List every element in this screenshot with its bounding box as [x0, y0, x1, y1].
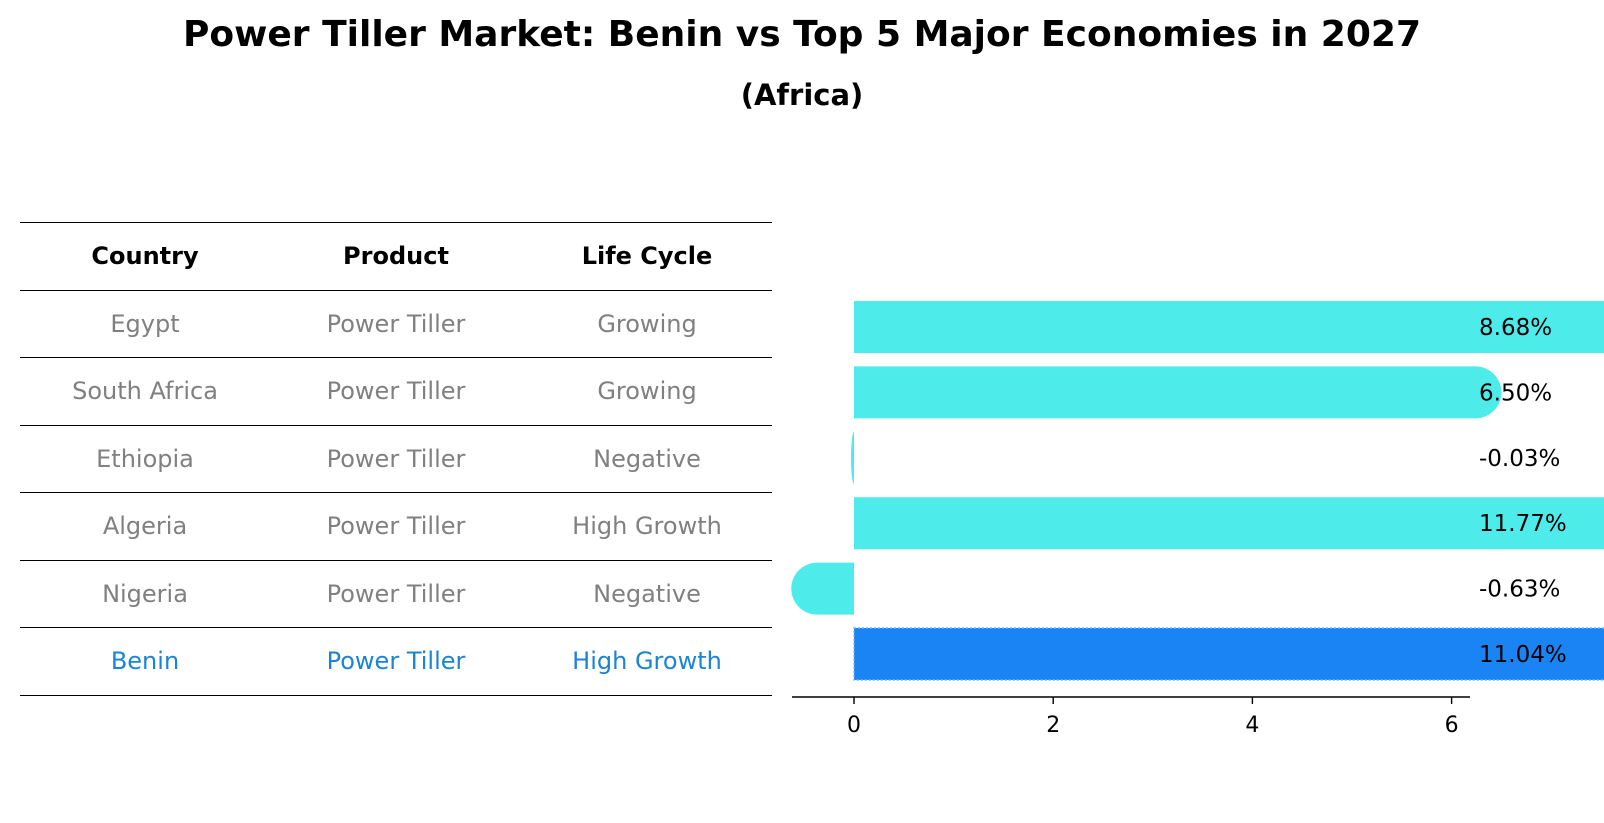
column-header-country: Country	[91, 242, 199, 270]
country-cell: Algeria	[102, 512, 188, 540]
bar-south-africa	[854, 366, 1502, 419]
country-cell: Ethiopia	[96, 444, 194, 473]
life-cycle-cell: Growing	[597, 377, 697, 405]
product-cell: Power Tiller	[326, 309, 466, 338]
product-cell: Power Tiller	[326, 647, 466, 675]
table-row: South Africa Power Tiller Growing	[20, 357, 772, 425]
data-table: Country Product Life Cycle Egypt Power T…	[20, 222, 772, 696]
country-cell: Benin	[110, 647, 180, 675]
x-tick-label: 0	[847, 713, 861, 738]
product-cell: Power Tiller	[326, 377, 466, 405]
table-row: Egypt Power Tiller Growing	[20, 289, 772, 358]
life-cycle-cell: Growing	[597, 309, 697, 338]
life-cycle-cell: Negative	[593, 444, 701, 473]
bar-nigeria	[791, 562, 854, 615]
country-cell: South Africa	[72, 377, 218, 405]
product-cell: Power Tiller	[326, 512, 466, 540]
life-cycle-cell: Negative	[593, 579, 701, 608]
country-cell: Egypt	[110, 309, 180, 338]
value-label: 8.68%	[1479, 315, 1552, 341]
value-label: 11.04%	[1479, 642, 1567, 668]
value-label: 11.77%	[1479, 511, 1567, 537]
bar-egypt	[854, 301, 1604, 353]
bar-ethiopia	[851, 431, 854, 484]
table-row: Algeria Power Tiller High Growth	[20, 492, 772, 560]
column-header-life-cycle: Life Cycle	[581, 242, 713, 270]
table-row: Ethiopia Power Tiller Negative	[20, 424, 772, 493]
value-label: 6.50%	[1479, 380, 1552, 406]
table-row: Nigeria Power Tiller Negative	[20, 559, 772, 628]
life-cycle-cell: High Growth	[572, 512, 722, 540]
table-header-row: Country Product Life Cycle	[20, 222, 772, 290]
product-cell: Power Tiller	[326, 579, 466, 608]
country-cell: Nigeria	[102, 579, 188, 608]
value-label: -0.63%	[1479, 577, 1560, 603]
bar-algeria	[854, 497, 1604, 550]
column-header-product: Product	[343, 242, 449, 270]
x-tick-label: 4	[1245, 713, 1259, 738]
chart-subtitle: (Africa)	[740, 78, 864, 112]
table-row-highlighted: Benin Power Tiller High Growth	[20, 627, 772, 696]
bar-benin	[853, 627, 1604, 681]
chart-title: Power Tiller Market: Benin vs Top 5 Majo…	[183, 14, 1421, 55]
value-label: -0.03%	[1479, 446, 1560, 472]
life-cycle-cell: High Growth	[572, 647, 722, 675]
x-tick-label: 6	[1445, 713, 1459, 738]
product-cell: Power Tiller	[326, 444, 466, 473]
x-tick-label: 2	[1046, 713, 1060, 738]
